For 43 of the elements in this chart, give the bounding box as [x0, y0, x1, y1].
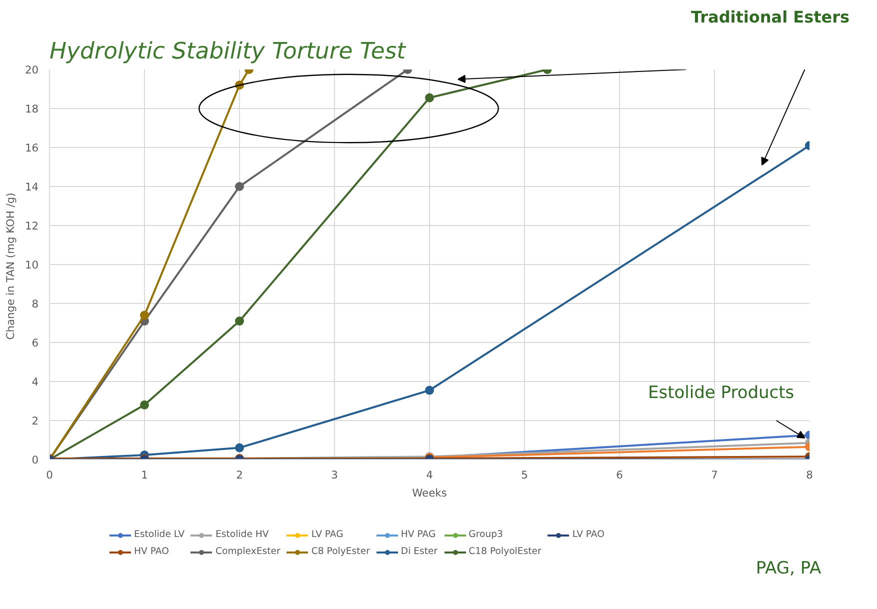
y-tick-label: 0: [32, 454, 39, 466]
x-tick-label: 4: [426, 468, 434, 482]
legend-label: HV PAG: [400, 529, 436, 540]
y-tick-label: 14: [24, 180, 39, 194]
x-tick-label: 7: [711, 468, 718, 482]
point: [235, 182, 244, 191]
legend-label: LV PAG: [311, 529, 344, 540]
y-tick-label: 10: [24, 258, 39, 272]
y-tick-label: 12: [24, 220, 39, 232]
y-tick-label: 20: [24, 64, 39, 76]
text: Traditional Esters: [690, 8, 850, 26]
legend-label: LV PAO: [572, 529, 604, 540]
legend-label: Estolide HV: [215, 529, 269, 540]
legend-label: Estolide LV: [134, 529, 184, 540]
point: [425, 386, 434, 395]
x-tick-label: 6: [616, 468, 624, 482]
point: [235, 443, 244, 452]
legend-label: HV PAO: [134, 546, 169, 557]
chart-title: Hydrolytic Stability Torture Test: [50, 38, 407, 64]
legend-label: C18 PolyolEster: [468, 546, 542, 557]
y-tick-label: 6: [32, 336, 39, 350]
y-tick-label: 8: [32, 298, 39, 310]
legend-label: Di Ester: [400, 546, 438, 557]
point: [140, 310, 149, 320]
y-axis-title: Change in TAN (mg KOH /g): [4, 192, 17, 340]
x-tick-label: 5: [521, 468, 528, 482]
legend-label: C8 PolyEster: [311, 546, 370, 557]
x-tick-label: 0: [46, 468, 54, 482]
y-tick-label: 4: [32, 376, 39, 388]
x-tick-label: 1: [141, 468, 148, 482]
legend-label: Group3: [468, 529, 503, 540]
text: PAG, PA: [756, 558, 822, 578]
x-tick-label: 8: [806, 468, 814, 482]
legend-label: ComplexEster: [215, 546, 280, 557]
x-tick-label: 3: [331, 468, 338, 482]
y-tick-label: 2: [32, 414, 38, 428]
x-tick-label: 2: [236, 468, 243, 482]
point: [235, 316, 244, 326]
x-axis-title: Weeks: [412, 486, 448, 500]
y-tick-label: 18: [24, 102, 39, 116]
annotation: Estolide Products: [648, 382, 794, 403]
y-tick-label: 16: [24, 142, 39, 154]
point: [140, 400, 149, 410]
